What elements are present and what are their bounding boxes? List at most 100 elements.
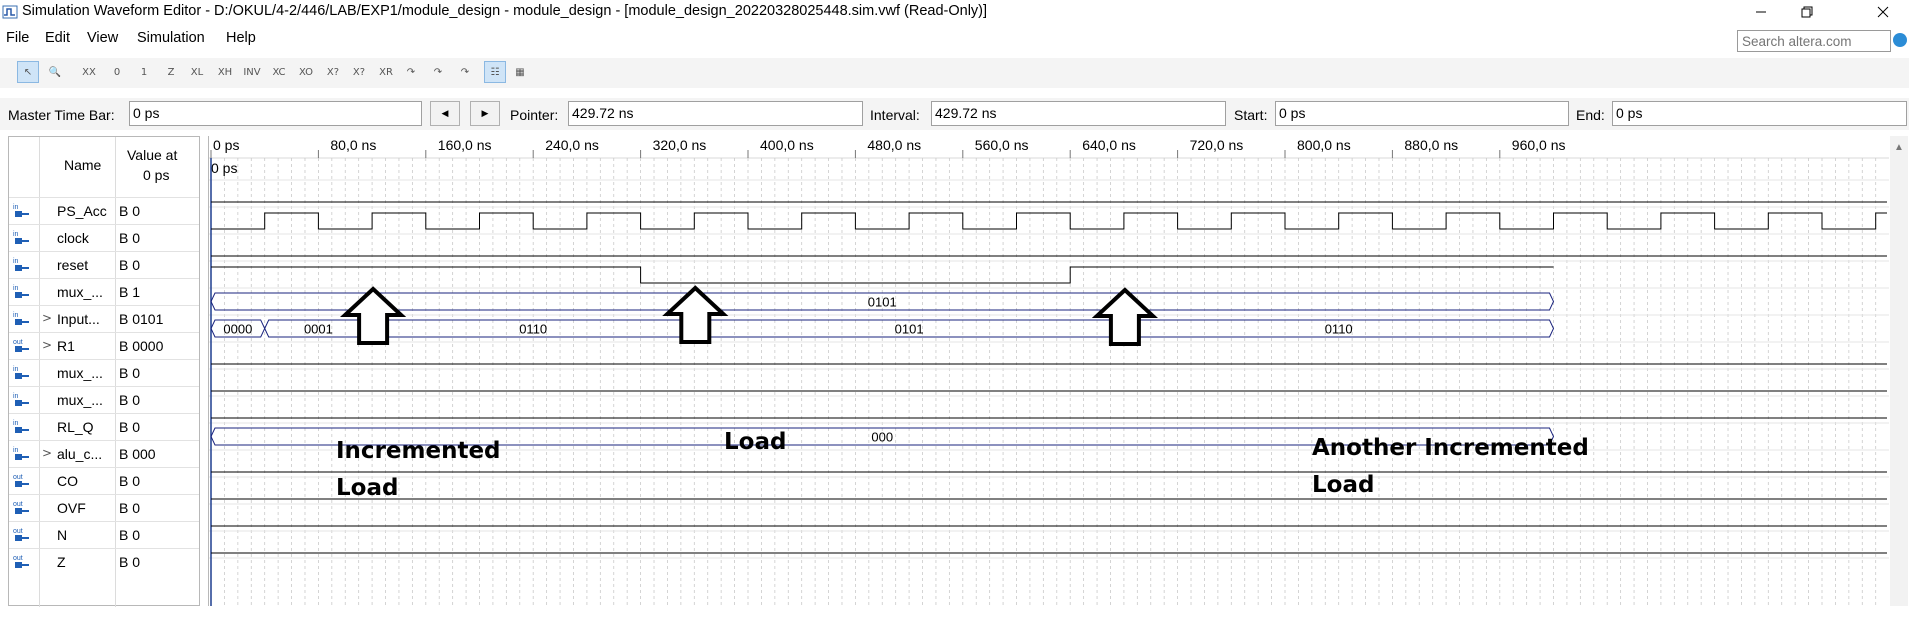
signal-row[interactable]: in PS_Acc B 0 bbox=[9, 197, 199, 224]
signal-name: N bbox=[57, 527, 68, 543]
signal-row[interactable]: in mux_... B 0 bbox=[9, 359, 199, 386]
signal-row[interactable]: in mux_... B 1 bbox=[9, 278, 199, 305]
weak-low-button[interactable]: XL bbox=[186, 61, 208, 83]
signal-row[interactable]: in > Input... B 0101 bbox=[9, 305, 199, 332]
signal-name: mux_... bbox=[57, 284, 103, 300]
snap-3-button[interactable]: ↷ bbox=[454, 61, 476, 83]
signal-row[interactable]: in > alu_c... B 000 bbox=[9, 440, 199, 467]
svg-text:in: in bbox=[13, 393, 19, 400]
alu-bus-waveform: 000 bbox=[210, 427, 1555, 446]
snap-2-icon: ↷ bbox=[433, 66, 443, 78]
up-arrow-icon bbox=[662, 285, 729, 344]
input-pin-icon: in bbox=[13, 312, 29, 325]
expand-icon[interactable]: > bbox=[42, 338, 53, 352]
app-icon bbox=[2, 5, 18, 19]
signal-row[interactable]: out > R1 B 0000 bbox=[9, 332, 199, 359]
zoom-tool-button[interactable]: 🔍 bbox=[44, 61, 66, 83]
signal-value: B 0 bbox=[119, 527, 141, 543]
menu-simulation[interactable]: Simulation bbox=[137, 30, 205, 46]
random-r-icon: XR bbox=[379, 66, 393, 78]
signal-row[interactable]: in mux_... B 0 bbox=[9, 386, 199, 413]
restore-button[interactable] bbox=[1784, 0, 1830, 24]
count-value-icon: XC bbox=[272, 66, 286, 78]
globe-icon[interactable] bbox=[1893, 33, 1907, 47]
signal-row[interactable]: out Z B 0 bbox=[9, 548, 199, 575]
signal-row[interactable]: in reset B 0 bbox=[9, 251, 199, 278]
group-tool-icon: ▦ bbox=[515, 66, 525, 78]
forcing-high-button[interactable]: 1 bbox=[133, 61, 155, 83]
high-impedance-button[interactable]: Z bbox=[160, 61, 182, 83]
input-pin-icon: in bbox=[13, 231, 29, 244]
menu-file[interactable]: File bbox=[6, 30, 30, 46]
time-tick-label: 80,0 ns bbox=[330, 137, 376, 153]
signal-value: B 0 bbox=[119, 500, 141, 516]
annotation-line: Load bbox=[724, 429, 787, 455]
input-pin-icon: in bbox=[13, 420, 29, 433]
bus-value-label: 0001 bbox=[304, 322, 333, 337]
search-input[interactable] bbox=[1737, 30, 1891, 52]
time-tick-label: 640,0 ns bbox=[1082, 137, 1136, 153]
signal-name: CO bbox=[57, 473, 78, 489]
group-tool-button[interactable]: ▦ bbox=[509, 61, 531, 83]
snap-1-button[interactable]: ↷ bbox=[400, 61, 422, 83]
previous-transition-button[interactable]: ◀ bbox=[430, 101, 460, 126]
time-tick-label: 240,0 ns bbox=[545, 137, 599, 153]
start-label: Start: bbox=[1234, 107, 1268, 123]
clock-waveform bbox=[211, 212, 1887, 230]
master-time-bar-field[interactable]: 0 ps bbox=[129, 101, 422, 126]
close-button[interactable] bbox=[1860, 0, 1906, 24]
svg-text:out: out bbox=[13, 501, 23, 508]
clock-value-button[interactable]: XO bbox=[295, 61, 317, 83]
svg-text:in: in bbox=[13, 204, 19, 211]
time-tick-label: 0 ps bbox=[213, 137, 239, 153]
forcing-low-button[interactable]: 0 bbox=[106, 61, 128, 83]
bus-value-label: 0000 bbox=[223, 322, 252, 337]
menu-view[interactable]: View bbox=[87, 30, 119, 46]
signal-name: Z bbox=[57, 554, 66, 570]
waveform-panel[interactable]: 0 ps 80,0 ns 160,0 ns 240,0 ns 320,0 ns 400,0… bbox=[208, 136, 1909, 606]
clock-value-icon: XO bbox=[298, 66, 314, 78]
grid-toggle-button[interactable]: ☷ bbox=[484, 61, 506, 83]
waveform-canvas[interactable]: 0 ps 80,0 ns 160,0 ns 240,0 ns 320,0 ns 400,0… bbox=[209, 136, 1909, 606]
random-value-button[interactable]: X? bbox=[348, 61, 370, 83]
next-transition-button[interactable]: ▶ bbox=[470, 101, 500, 126]
bus-value-label: 000 bbox=[871, 430, 893, 445]
svg-text:out: out bbox=[13, 528, 23, 535]
vertical-scrollbar[interactable] bbox=[1890, 136, 1908, 606]
title-bar: Simulation Waveform Editor - D:/OKUL/4-2… bbox=[0, 0, 1909, 24]
signal-row[interactable]: out N B 0 bbox=[9, 521, 199, 548]
time-info-bar: Master Time Bar: 0 ps ◀ ▶ Pointer: 429.7… bbox=[0, 98, 1909, 130]
menu-edit[interactable]: Edit bbox=[45, 30, 70, 46]
svg-text:out: out bbox=[13, 474, 23, 481]
input-pin-icon: in bbox=[13, 393, 29, 406]
invert-button[interactable]: INV bbox=[241, 61, 263, 83]
interval-label: Interval: bbox=[870, 107, 920, 123]
triangle-left-icon: ◀ bbox=[441, 108, 449, 118]
signal-value: B 0 bbox=[119, 365, 141, 381]
restore-icon bbox=[1801, 6, 1813, 18]
forcing-unknown-button[interactable]: XX bbox=[78, 61, 100, 83]
expand-icon[interactable]: > bbox=[42, 311, 53, 325]
snap-2-button[interactable]: ↷ bbox=[427, 61, 449, 83]
value-column-header[interactable]: Value at bbox=[127, 147, 178, 163]
signal-row[interactable]: in RL_Q B 0 bbox=[9, 413, 199, 440]
bus-value-label: 0101 bbox=[868, 295, 897, 310]
minimize-button[interactable] bbox=[1738, 0, 1784, 24]
signal-row[interactable]: out CO B 0 bbox=[9, 467, 199, 494]
time-tick-label: 400,0 ns bbox=[760, 137, 814, 153]
count-value-button[interactable]: XC bbox=[268, 61, 290, 83]
menu-help[interactable]: Help bbox=[226, 30, 256, 46]
expand-icon[interactable]: > bbox=[42, 446, 53, 460]
snap-1-icon: ↷ bbox=[406, 66, 416, 78]
random-r-button[interactable]: XR bbox=[375, 61, 397, 83]
invert-icon: INV bbox=[243, 66, 261, 78]
name-column-header[interactable]: Name bbox=[64, 157, 102, 173]
weak-high-button[interactable]: XH bbox=[214, 61, 236, 83]
up-arrow-icon bbox=[1091, 287, 1158, 346]
menu-bar: File Edit View Simulation Help bbox=[0, 26, 1909, 50]
value-column-time: 0 ps bbox=[143, 167, 170, 183]
selection-tool-button[interactable]: ↖ bbox=[17, 61, 39, 83]
signal-row[interactable]: in clock B 0 bbox=[9, 224, 199, 251]
signal-row[interactable]: out OVF B 0 bbox=[9, 494, 199, 521]
arbitrary-value-button[interactable]: X? bbox=[322, 61, 344, 83]
